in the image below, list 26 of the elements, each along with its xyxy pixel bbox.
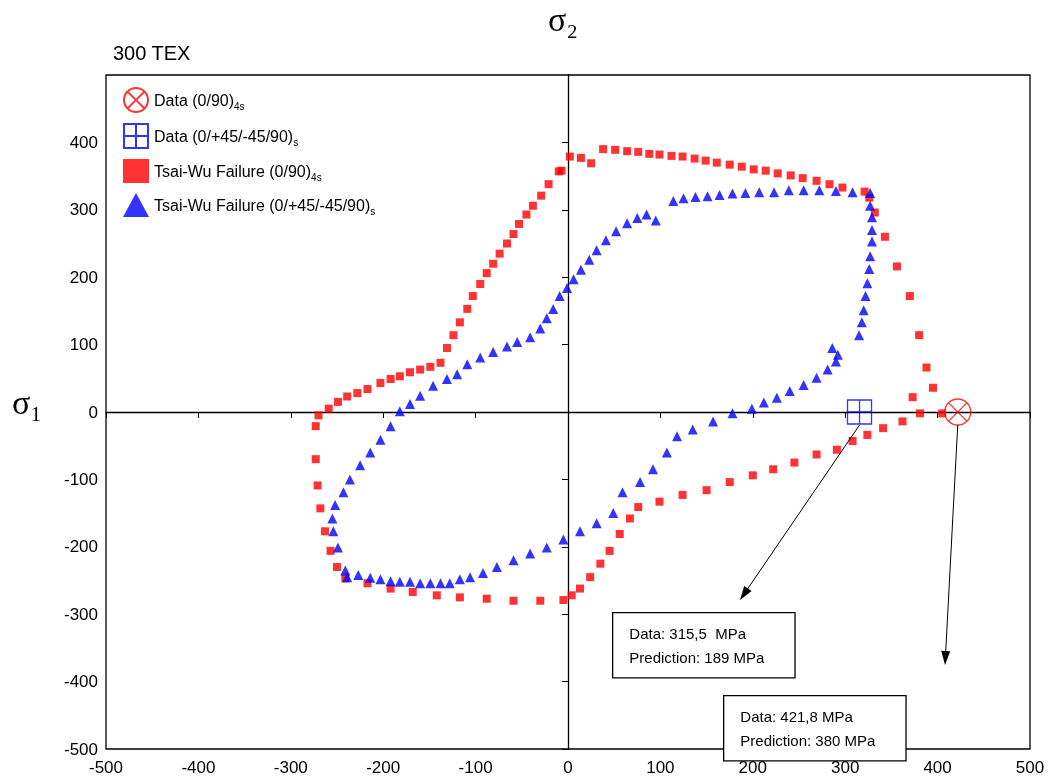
- y-tick-label: 400: [69, 132, 98, 152]
- y-tick-label: 0: [88, 402, 98, 422]
- y-tick-label: -200: [63, 537, 98, 557]
- y-tick-label: 300: [69, 200, 98, 220]
- x-tick-label: 500: [1015, 758, 1045, 776]
- x-tick-label: 100: [646, 758, 675, 776]
- y-tick-label: -300: [63, 604, 98, 624]
- x-tick-label: 400: [923, 758, 952, 776]
- x-axis-title: σ₂: [548, 0, 579, 38]
- annotation: Data: 421,8 MPa Prediction: 380 MPa: [740, 707, 877, 749]
- x-tick-label: 0: [563, 758, 573, 776]
- x-tick-label: -400: [181, 758, 216, 776]
- x-tick-label: 200: [738, 758, 767, 776]
- x-tick-label: 300: [831, 758, 860, 776]
- y-tick-label: 200: [69, 267, 98, 287]
- y-axis-title: σ₁: [12, 383, 43, 421]
- x-tick-label: -300: [273, 758, 308, 776]
- annotation: Data: 315,5 MPa Prediction: 189 MPa: [629, 624, 766, 666]
- y-tick-label: 100: [69, 335, 98, 355]
- chart-title: 300 TEX: [113, 42, 191, 64]
- x-tick-label: -200: [366, 758, 401, 776]
- x-tick-label: -100: [458, 758, 493, 776]
- y-tick-label: -500: [63, 739, 98, 759]
- y-tick-label: -400: [63, 672, 98, 692]
- y-tick-label: -100: [63, 469, 98, 489]
- x-tick-label: -500: [88, 758, 124, 776]
